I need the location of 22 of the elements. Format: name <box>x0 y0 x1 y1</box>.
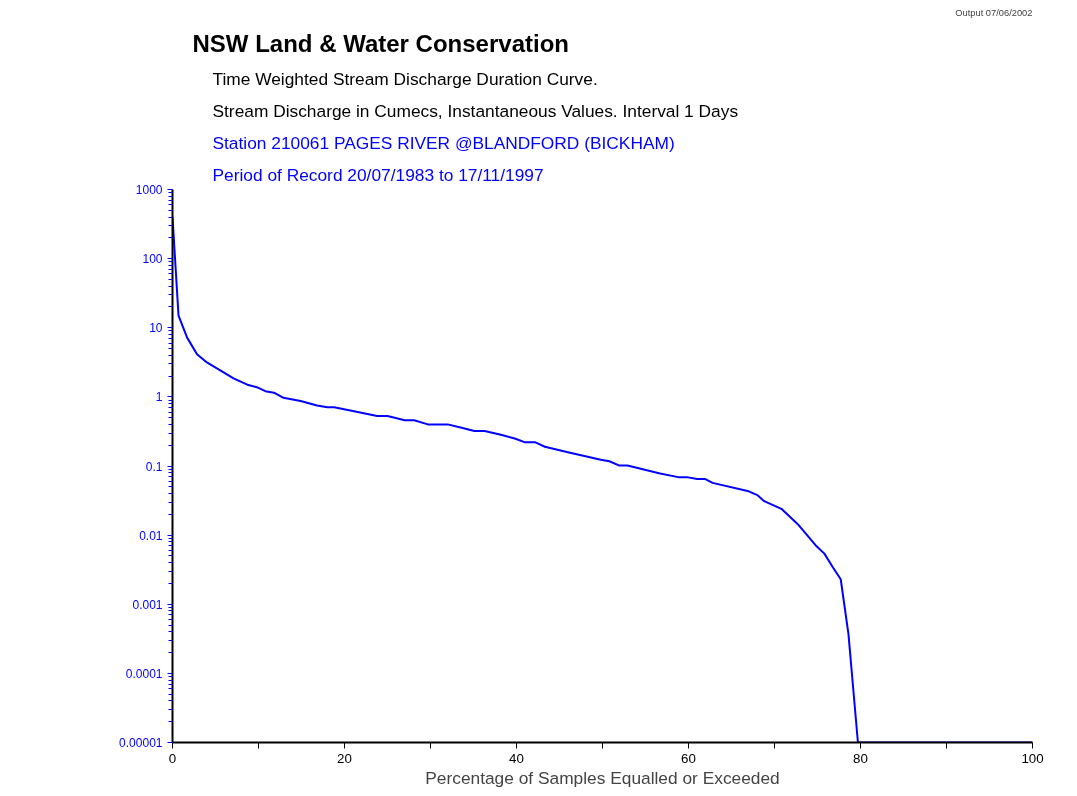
text: Station 210061 PAGES RIVER @BLANDFORD (BICKHAM) <box>212 132 675 153</box>
y-tick-label: 1000 <box>135 183 163 197</box>
chart-subtitle: Time Weighted Stream Discharge Duration Curve. <box>212 68 598 89</box>
y-tick-label: 10 <box>149 321 163 336</box>
x-tick-label: 80 <box>853 750 868 766</box>
y-tick-label: 0.1 <box>145 459 163 474</box>
y-tick-label: 0.00001 <box>119 736 163 750</box>
chart-title: NSW Land & Water Conservation <box>192 29 569 57</box>
text: Stream Discharge in Cumecs, Instantaneous Values. Interval 1 Days <box>212 100 739 121</box>
y-tick-label: 0.001 <box>132 597 163 612</box>
text: Output 07/06/2002 <box>955 7 1033 18</box>
x-tick-label: 0 <box>168 750 177 766</box>
x-axis-title: Percentage of Samples Equalled or Exceeded <box>425 767 780 788</box>
x-tick-label: 20 <box>337 750 352 766</box>
x-tick-label: 60 <box>681 750 696 766</box>
y-tick-label: 0.01 <box>139 528 163 543</box>
text: Period of Record 20/07/1983 to 17/11/1997 <box>212 164 544 185</box>
y-tick-label: 0.0001 <box>125 666 163 681</box>
x-tick-label: 100 <box>1021 750 1044 766</box>
y-tick-label: 1 <box>155 390 163 405</box>
x-tick-label: 40 <box>509 750 524 766</box>
y-tick-label: 100 <box>142 252 163 267</box>
